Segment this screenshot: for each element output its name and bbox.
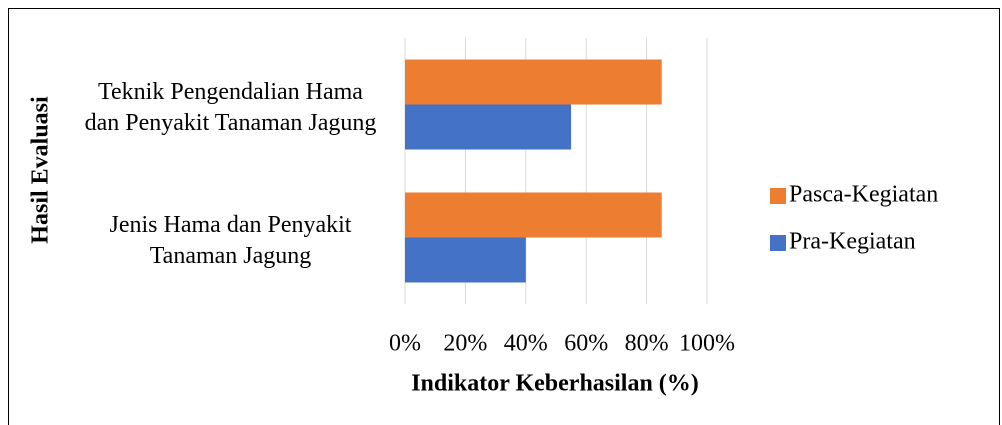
y-tick-label: Jenis Hama dan Penyakit Tanaman Jagung <box>109 211 352 269</box>
frame <box>8 8 1000 425</box>
x-tick-label: 0% <box>389 331 421 357</box>
bar <box>405 59 662 105</box>
legend-label: Pra-Kegiatan <box>789 229 916 255</box>
legend-swatch <box>770 235 786 251</box>
x-tick-label: 80% <box>625 331 669 357</box>
x-tick-label: 40% <box>504 331 548 357</box>
x-tick-label: 60% <box>564 331 608 357</box>
x-tick-label: 100% <box>679 331 735 357</box>
legend-swatch <box>770 188 786 204</box>
x-tick-label: 20% <box>443 331 487 357</box>
bar <box>405 192 662 238</box>
x-axis-title: Indikator Keberhasilan (%) <box>411 371 699 397</box>
bar <box>405 237 526 283</box>
bar <box>405 104 572 150</box>
y-tick-label: Teknik Pengendalian Hama dan Penyakit Ta… <box>84 78 377 136</box>
legend-label: Pasca-Kegiatan <box>789 182 938 208</box>
y-axis-title: Hasil Evaluasi <box>28 96 54 244</box>
